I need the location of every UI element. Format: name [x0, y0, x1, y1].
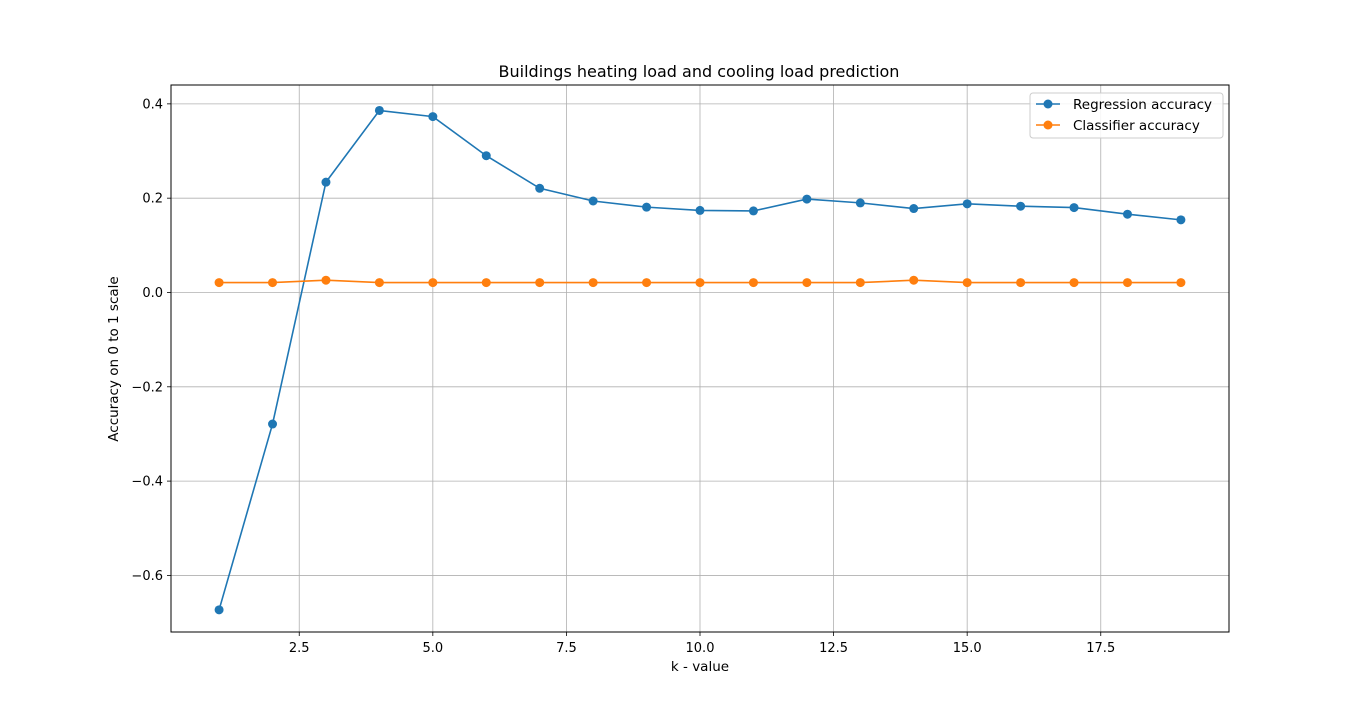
classifier-accuracy-point [214, 278, 224, 288]
regression-accuracy-point [909, 204, 919, 214]
classifier-accuracy-point [642, 278, 652, 288]
classifier-accuracy-point [535, 278, 545, 288]
regression-accuracy-point [1122, 209, 1132, 219]
x-tick-label: 2.5 [289, 641, 310, 656]
x-tick-label: 17.5 [1086, 641, 1115, 656]
regression-accuracy-point [321, 177, 331, 187]
y-tick-label: −0.2 [131, 380, 163, 395]
regression-accuracy-point [802, 194, 812, 204]
classifier-accuracy-point [588, 278, 598, 288]
classifier-accuracy-point [321, 275, 331, 285]
regression-accuracy-point [268, 419, 278, 429]
regression-accuracy-point [642, 202, 652, 212]
y-tick-label: −0.6 [131, 569, 163, 584]
regression-accuracy-point [428, 112, 438, 122]
classifier-accuracy-point [481, 278, 491, 288]
series-layer [214, 105, 1186, 615]
regression-accuracy-point [1016, 201, 1026, 211]
classifier-accuracy-point [909, 275, 919, 285]
regression-accuracy-point [855, 198, 865, 208]
y-tick-label: −0.4 [131, 475, 163, 490]
x-tick-label: 15.0 [953, 641, 982, 656]
y-axis-label: Accuracy on 0 to 1 scale [106, 276, 122, 441]
classifier-accuracy-point [962, 278, 972, 288]
legend-box [1029, 92, 1224, 139]
x-axis-label: k - value [671, 659, 729, 675]
y-axis: −0.6 −0.4 −0.2 0.0 0.2 0.4 [131, 97, 171, 584]
regression-accuracy-point [481, 151, 491, 161]
regression-accuracy-point [1069, 203, 1079, 213]
grid-lines [171, 85, 1229, 632]
classifier-accuracy-point [802, 278, 812, 288]
y-tick-label: 0.2 [142, 192, 163, 207]
regression-accuracy-point [214, 605, 224, 615]
legend: Regression accuracy Classifier accuracy [1029, 92, 1224, 139]
x-tick-label: 7.5 [556, 641, 577, 656]
classifier-accuracy-point [1176, 278, 1186, 288]
classifier-accuracy-point [855, 278, 865, 288]
y-tick-label: 0.0 [142, 286, 163, 301]
x-axis: 2.5 5.0 7.5 10.0 12.5 15.0 17.5 [289, 632, 1115, 656]
regression-accuracy-point [1176, 215, 1186, 225]
regression-accuracy-point [695, 205, 705, 215]
x-tick-label: 12.5 [819, 641, 848, 656]
regression-accuracy-point [374, 105, 384, 115]
legend-regression-accuracy-label: Regression accuracy [1073, 97, 1212, 113]
legend-classifier-accuracy-label: Classifier accuracy [1073, 118, 1200, 134]
x-tick-label: 10.0 [686, 641, 715, 656]
chart-title: Buildings heating load and cooling load … [499, 62, 900, 81]
regression-accuracy-point [962, 199, 972, 209]
y-tick-label: 0.4 [142, 97, 163, 112]
legend-classifier-accuracy-marker [1043, 120, 1053, 130]
classifier-accuracy-point [1016, 278, 1026, 288]
classifier-accuracy-point [748, 278, 758, 288]
classifier-accuracy-point [268, 278, 278, 288]
classifier-accuracy-point [1122, 278, 1132, 288]
regression-accuracy-point [748, 206, 758, 216]
regression-accuracy-point [535, 183, 545, 193]
classifier-accuracy-point [374, 278, 384, 288]
x-tick-label: 5.0 [422, 641, 443, 656]
classifier-accuracy-point [1069, 278, 1079, 288]
classifier-accuracy-point [695, 278, 705, 288]
legend-regression-accuracy-marker [1043, 99, 1053, 109]
classifier-accuracy-point [428, 278, 438, 288]
regression-accuracy-point [588, 196, 598, 206]
